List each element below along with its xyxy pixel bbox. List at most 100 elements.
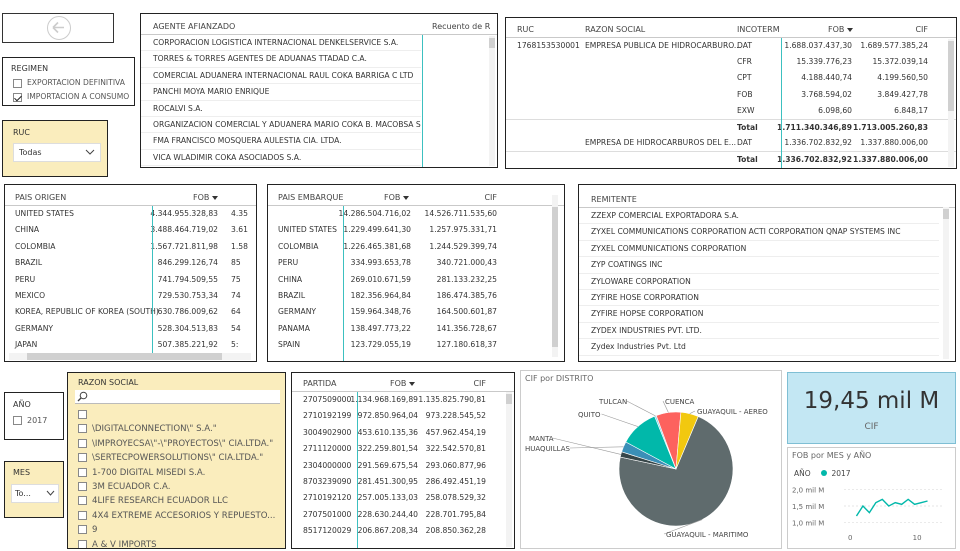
table-row[interactable]: ZYFIRE HOPSE CORPORATION [579, 306, 939, 323]
table-row[interactable]: UNITED STATES 4.344.955.328,83 4.35 [5, 206, 256, 222]
table-row[interactable]: PERU 334.993.653,78 340.721.000,43 [268, 255, 564, 271]
pais-embarque-col-header[interactable]: PAIS EMBARQUE [278, 193, 344, 202]
table-row[interactable]: 2711120000 322.259.801,54 322.542.570,81 [292, 441, 514, 457]
table-row[interactable]: FMA FRANCISCO MOSQUERA AULESTIA CIA. LTD… [141, 133, 421, 150]
partida-col-header[interactable]: PARTIDA [303, 379, 337, 388]
table-row[interactable]: ZYDEX INDUSTRIES PVT. LTD. [579, 323, 939, 340]
table-row[interactable]: GERMANY 528.304.513,83 54 [5, 321, 256, 337]
table-row[interactable]: EXW 6.098,60 6.848,17 [506, 103, 956, 119]
legend-item-2017[interactable]: 2017 [831, 469, 851, 478]
razon-social-item[interactable] [78, 408, 275, 422]
embarque-cif-header[interactable]: CIF [484, 193, 497, 202]
origen-hscrollbar[interactable] [9, 353, 251, 360]
razon-social-search[interactable] [75, 390, 280, 404]
table-row[interactable]: 2710192120 257.005.133,03 258.078.529,32 [292, 490, 514, 506]
table-row[interactable]: KOREA, REPUBLIC OF KOREA (SOUTH) 630.786.… [5, 304, 256, 320]
checkbox-icon[interactable] [78, 496, 87, 506]
mes-dropdown[interactable]: To... [11, 484, 59, 503]
partida-fob-header[interactable]: FOB [390, 375, 416, 392]
agente-scrollbar[interactable] [489, 36, 495, 166]
table-row[interactable]: CORPORACION LOGISTICA INTERNACIONAL DENK… [141, 35, 421, 52]
razon-social-item[interactable]: 3M ECUADOR C.A. [78, 480, 275, 494]
table-row[interactable]: ORGANIZACION COMERCIAL Y ADUANERA MARIO … [141, 117, 421, 134]
table-row[interactable]: CHINA 3.488.464.719,02 3.61 [5, 222, 256, 238]
table-row[interactable]: UNITED STATES 1.229.499.641,30 1.257.975.3… [268, 222, 564, 238]
table-row[interactable]: COLOMBIA 1.226.465.381,68 1.244.529.399,74 [268, 239, 564, 255]
embarque-scrollbar[interactable] [552, 195, 558, 357]
incoterm-col-header[interactable]: INCOTERM [737, 25, 780, 34]
table-row[interactable]: 2707509000 1.134.968.169,89 1.135.825.790,… [292, 392, 514, 408]
back-arrow-icon[interactable] [47, 16, 71, 40]
checkbox-icon[interactable] [78, 510, 87, 520]
table-row[interactable]: 1768153530001 EMPRESA PUBLICA DE HIDROCAR… [506, 38, 956, 54]
table-row[interactable]: Total 1.336.702.832,92 1.337.880.006,00 [506, 151, 956, 167]
table-row[interactable]: MEXICO 729.530.753,34 74 [5, 288, 256, 304]
table-row[interactable]: ZYLOWARE CORPORATION [579, 274, 939, 290]
partida-cif-header[interactable]: CIF [473, 379, 486, 388]
table-row[interactable]: CPT 4.188.440,74 4.199.560,50 [506, 70, 956, 86]
razon-col-header[interactable]: RAZON SOCIAL [585, 25, 646, 34]
razon-social-item[interactable]: 9 [78, 523, 275, 537]
ruc-col-header[interactable]: RUC [517, 25, 534, 34]
agente-header[interactable]: AGENTE AFIANZADO [153, 22, 236, 31]
partida-scrollbar[interactable] [506, 392, 512, 547]
table-row[interactable]: PANCHI MOYA MARIO ENRIQUE [141, 84, 421, 101]
table-row[interactable]: ZYFIRE HOSE CORPORATION [579, 290, 939, 307]
razon-social-item[interactable]: \DIGITALCONNECTION\" S.A." [78, 422, 275, 436]
series-line-2017[interactable] [855, 498, 928, 517]
checkbox-icon[interactable] [78, 525, 87, 535]
regimen-item-exportacion[interactable]: EXPORTACION DEFINITIVA [13, 78, 125, 88]
table-row[interactable]: Total 1.711.340.346,89 1.713.005.260,83 [506, 118, 956, 135]
checkbox-icon[interactable] [78, 424, 87, 434]
table-row[interactable]: PERU 741.794.509,55 75 [5, 272, 256, 288]
table-row[interactable]: 3004902900 453.610.135,36 457.962.454,19 [292, 425, 514, 441]
table-row[interactable]: ZYXEL COMMUNICATIONS CORPORATION [579, 241, 939, 258]
razon-social-item[interactable]: 1-700 DIGITAL MISEDI S.A. [78, 466, 275, 480]
table-row[interactable]: COLOMBIA 1.567.721.811,98 1.58 [5, 239, 256, 255]
table-row[interactable]: 2304000000 291.569.675,54 293.060.877,96 [292, 458, 514, 474]
table-row[interactable]: VICA WLADIMIR COKA ASOCIADOS S.A. [141, 150, 421, 167]
table-row[interactable]: GERMANY 159.964.348,76 164.500.601,87 [268, 304, 564, 320]
regimen-item-importacion[interactable]: IMPORTACION A CONSUMO [13, 92, 129, 102]
embarque-fob-header[interactable]: FOB [384, 189, 410, 206]
table-row[interactable]: COMERCIAL ADUANERA INTERNACIONAL RAUL CO… [141, 68, 421, 85]
recuento-header[interactable]: Recuento de RE [432, 22, 490, 31]
table-row[interactable]: 2707501000 228.630.244,40 228.701.795,84 [292, 507, 514, 523]
razon-social-item[interactable]: \SERTECPOWERSOLUTIONS\" CIA.LTDA." [78, 451, 275, 465]
table-row[interactable]: ZZEXP COMERCIAL EXPORTADORA S.A. [579, 208, 939, 225]
pais-origen-fob-header[interactable]: FOB [193, 189, 219, 206]
checked-checkbox-icon[interactable] [13, 92, 22, 102]
razon-social-item[interactable]: \IMPROYECSA\"-\"PROYECTOS\" CIA.LTDA." [78, 437, 275, 451]
checkbox-icon[interactable] [78, 410, 87, 419]
table-row[interactable]: BRAZIL 846.299.126,74 85 [5, 255, 256, 271]
table-row[interactable]: PANAMA 138.497.773,22 141.356.728,67 [268, 321, 564, 337]
checkbox-icon[interactable] [78, 539, 87, 548]
checkbox-icon[interactable] [13, 416, 22, 425]
table-row[interactable]: TORRES & TORRES AGENTES DE ADUANAS TTADA… [141, 51, 421, 68]
checkbox-icon[interactable] [78, 481, 87, 491]
table-row[interactable]: 14.286.504.716,02 14.526.711.535,60 [268, 206, 564, 222]
checkbox-icon[interactable] [13, 78, 22, 88]
table-row[interactable]: ROCALVI S.A. [141, 101, 421, 117]
table-row[interactable]: CHINA 269.010.671,59 281.133.232,25 [268, 272, 564, 288]
ruc-table-scrollbar[interactable] [948, 39, 954, 167]
table-row[interactable]: 8703239090 281.451.300,95 286.492.451,19 [292, 474, 514, 490]
table-row[interactable]: 8517120029 206.867.208,34 208.850.362,28 [292, 523, 514, 539]
table-row[interactable]: EMPRESA DE HIDROCARBUROS DEL E... DAT 1.33… [506, 135, 956, 151]
table-row[interactable]: JAPAN 507.385.221,92 5: [5, 337, 256, 353]
table-row[interactable]: FOB 3.768.594,02 3.849.427,78 [506, 87, 956, 103]
cif-col-header[interactable]: CIF [915, 25, 928, 34]
table-row[interactable]: Zydex Industries Pvt. Ltd [579, 339, 939, 356]
razon-social-item[interactable]: 4LIFE RESEARCH ECUADOR LLC [78, 494, 275, 508]
pais-origen-col-header[interactable]: PAIS ORIGEN [15, 193, 67, 202]
table-row[interactable]: BRAZIL 182.356.964,84 186.474.385,76 [268, 288, 564, 304]
table-row[interactable]: 2710192199 972.850.964,04 973.228.545,52 [292, 408, 514, 424]
table-row[interactable]: ZYP COATINGS INC [579, 257, 939, 274]
checkbox-icon[interactable] [78, 467, 87, 477]
table-row[interactable]: ZYXEL COMMUNICATIONS CORPORATION ACTI CO… [579, 224, 939, 241]
razon-social-item[interactable]: 4X4 EXTREME ACCESORIOS Y REPUESTO... [78, 509, 275, 523]
checkbox-icon[interactable] [78, 438, 87, 448]
table-row[interactable]: CFR 15.339.776,23 15.372.039,14 [506, 54, 956, 70]
table-row[interactable]: SPAIN 123.729.055,19 127.180.618,37 [268, 337, 564, 353]
anio-item-2017[interactable]: 2017 [13, 416, 47, 425]
